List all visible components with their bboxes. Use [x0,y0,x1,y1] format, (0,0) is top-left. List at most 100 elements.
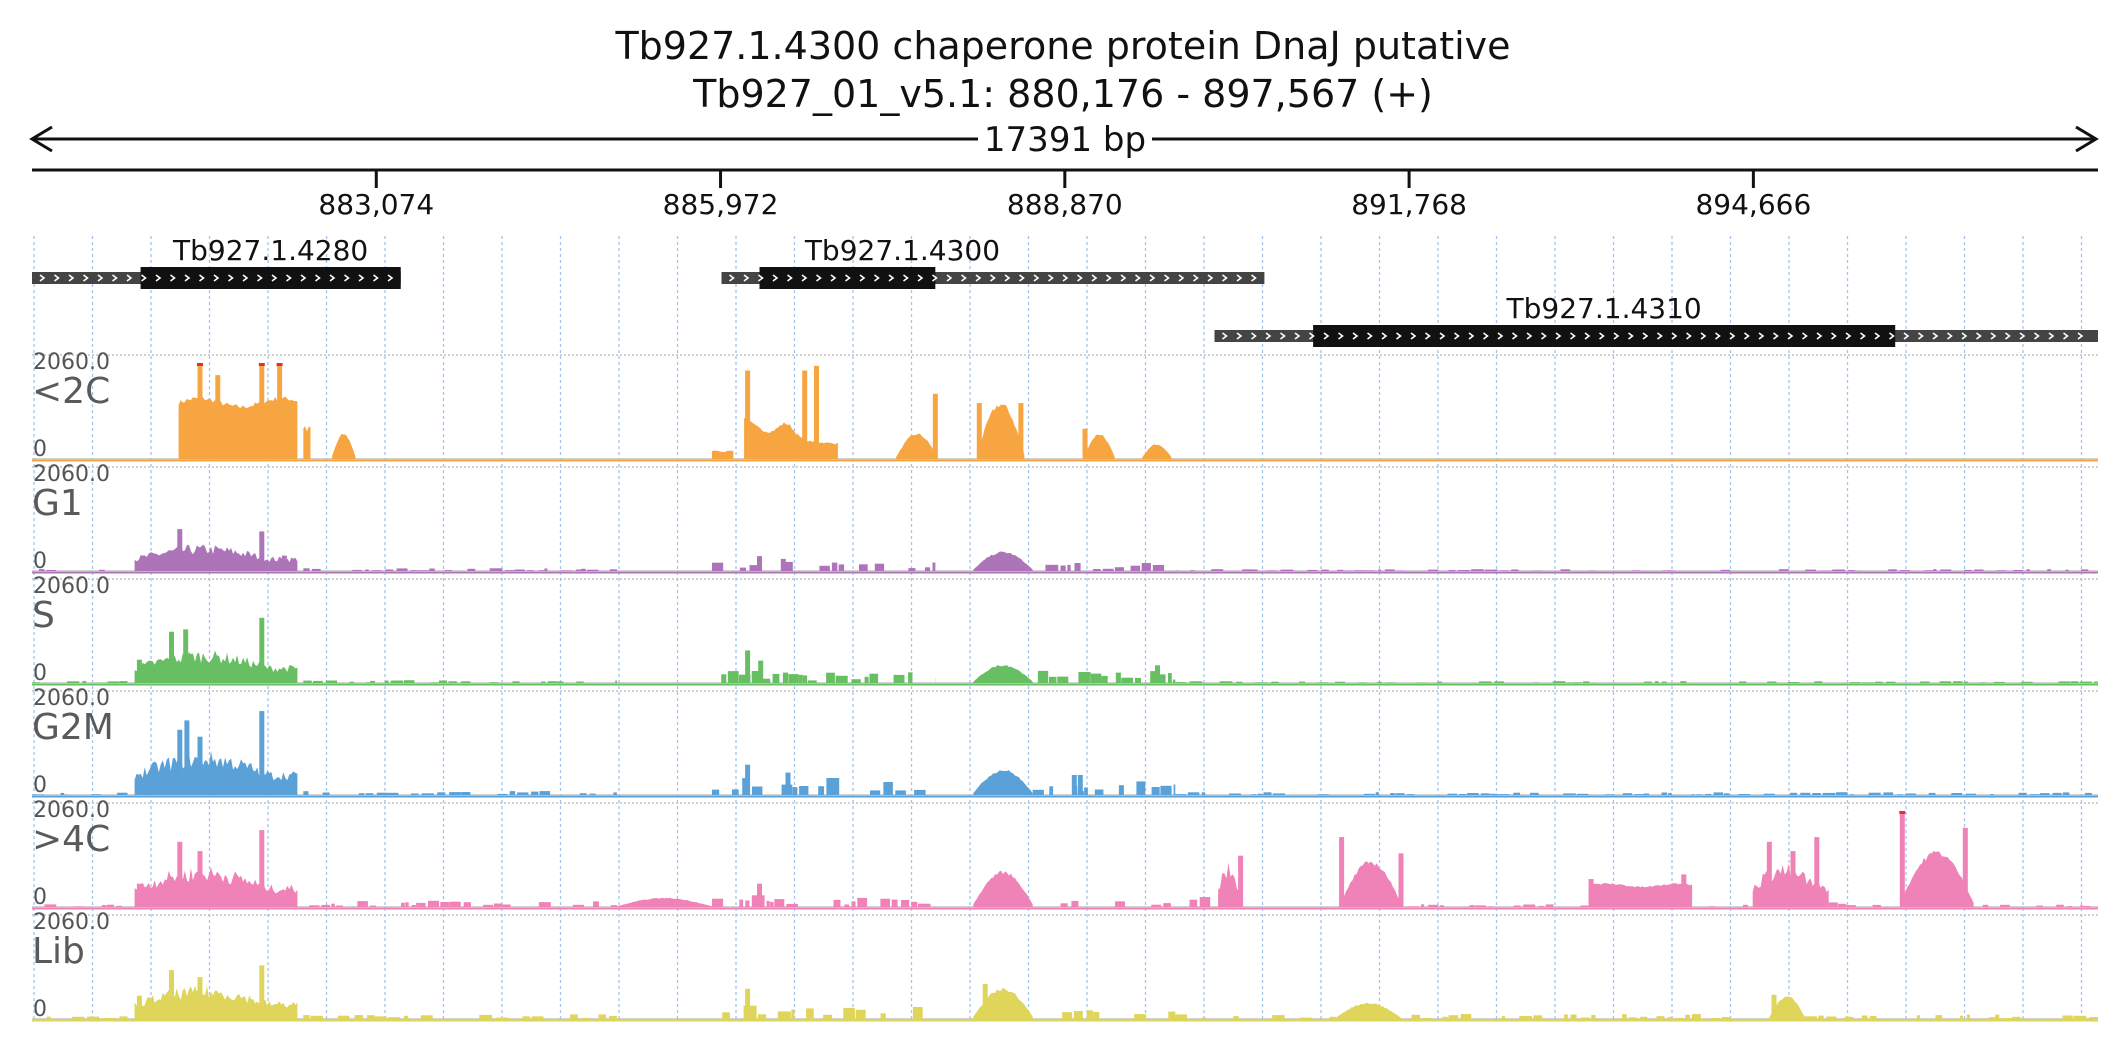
coverage-bar [1447,793,1458,795]
coverage-bar [570,1014,578,1019]
coverage-bar [782,672,789,683]
coverage-bar [818,786,825,795]
coverage-spike [758,660,764,683]
coverage-bar [461,792,471,795]
coverage-track: 2060.0<2C 0 [32,350,2098,462]
coverage-bar [322,792,330,795]
strand-arrow-icon [1004,274,1011,282]
coverage-bar [321,904,331,907]
gene-feature[interactable]: Tb927.1.4280 [32,234,401,289]
coverage-bar [1604,794,1615,795]
strand-arrow-icon [97,274,104,282]
coverage-spike [215,375,221,459]
coverage-spike [994,874,1000,907]
coverage-bar [912,1006,923,1019]
coverage-bar [1272,793,1286,795]
coverage-bar [1680,681,1687,683]
coverage-segment [973,551,1033,571]
coverage-bar [444,570,453,571]
strand-arrow-icon [1236,332,1243,340]
coverage-bar [1530,792,1539,795]
coverage-bar [1501,1016,1506,1019]
gene-feature[interactable]: Tb927.1.4310 [1214,292,2098,347]
coverage-bar [1175,794,1187,795]
strand-arrow-icon [300,274,307,282]
coverage-bar [1499,570,1510,571]
coverage-bar [544,568,548,571]
coverage-bar [1533,682,1539,683]
coverage-bar [610,905,617,907]
strand-arrow-icon [170,274,176,282]
gene-label: Tb927.1.4300 [804,234,1000,267]
coverage-bar [2089,1017,2098,1019]
coverage-spike [259,363,265,459]
coverage-bar [1168,673,1172,683]
strand-arrow-icon [387,274,394,282]
coverage-bar [1916,1015,1920,1019]
strand-arrow-icon [1251,274,1257,282]
coverage-bar [851,901,856,907]
strand-arrow-icon [772,274,779,282]
coverage-bar [576,681,584,683]
coverage-bar [1049,786,1054,795]
coverage-bar [932,562,936,571]
coverage-bar [310,1015,323,1019]
coverage-bar [541,681,546,683]
coverage-bar [1358,682,1367,683]
length-indicator: 17391 bp [29,120,2099,160]
coverage-bar [1136,781,1146,795]
coverage-bar [1229,793,1241,795]
coverage-track: 2060.0>4C 0 [32,798,2098,910]
coverage-bar [2000,904,2010,907]
coverage-segment [1588,882,1693,907]
strand-arrow-icon [975,274,982,282]
gene-feature[interactable]: Tb927.1.4300 [721,234,1265,289]
clip-marker [276,363,283,366]
strand-arrow-icon [1932,332,1939,340]
coverage-bar [2030,794,2040,795]
strand-arrow-icon [1483,332,1489,340]
coverage-bar [792,787,798,795]
coverage-bar [1545,904,1554,907]
coverage-bar [586,569,599,571]
strand-arrow-icon [2077,332,2084,340]
coverage-bar [547,681,557,683]
coverage-bar [91,794,101,795]
coverage-spike [757,883,762,907]
coverage-bar [1190,570,1195,571]
coverage-bar [496,1017,509,1019]
coverage-bar [509,791,516,795]
coverage-bar [1661,792,1668,795]
coverage-spike [259,965,265,1019]
coverage-bar [367,1015,375,1019]
coverage-segment [973,987,1033,1019]
coverage-bar [739,674,751,683]
coverage-bar [1272,1015,1285,1019]
gene-annotation-track: Tb927.1.4280 Tb927.1.4300 Tb927.1.4310 [32,234,2098,347]
strand-arrow-icon [888,274,895,282]
coverage-bar [448,681,457,683]
coverage-bar [1201,1017,1206,1019]
coverage-spike [197,851,203,907]
coverage-bar [505,570,515,571]
coverage-bar [857,897,868,907]
coverage-bar [358,793,365,795]
coverage-bar [1316,682,1329,683]
strand-arrow-icon [83,274,89,282]
strand-arrow-icon [199,274,205,282]
strand-arrow-icon [1497,332,1504,340]
strand-arrow-icon [228,274,234,282]
coverage-bar [365,793,374,795]
coverage-bar [2093,681,2098,683]
coverage-bar [1329,1016,1336,1019]
coverage-bar [1779,569,1789,571]
coverage-spike [1071,775,1077,795]
strand-arrow-icon [946,274,953,282]
coverage-bar [1253,569,1258,571]
coverage-bar [1675,1017,1684,1019]
track-name: <2C [32,371,110,412]
coverage-bar [1939,681,1952,683]
ruler-tick-label: 885,972 [663,188,779,221]
coverage-bar [1365,570,1375,571]
coverage-bar [449,901,461,907]
